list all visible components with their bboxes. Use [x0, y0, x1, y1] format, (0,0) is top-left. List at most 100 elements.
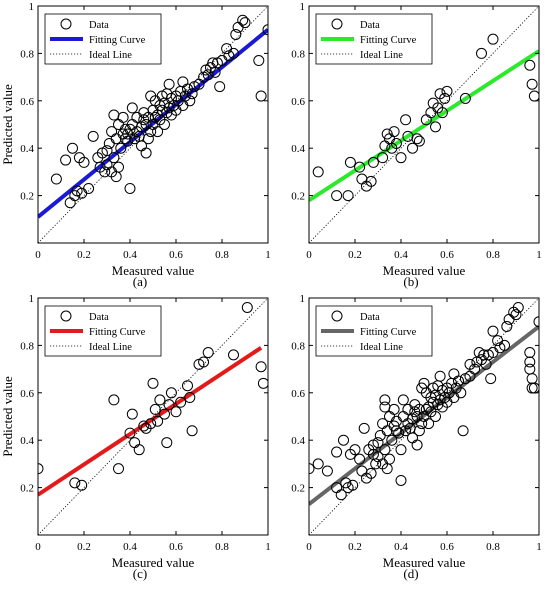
axes-frame: [308, 297, 540, 536]
data-point: [388, 403, 400, 415]
data-point: [379, 394, 391, 406]
data-point: [122, 135, 134, 147]
legend: Data Fitting Curve Ideal Line: [315, 305, 433, 357]
data-point: [108, 394, 120, 406]
data-point: [524, 356, 536, 368]
y-tick-label: 1: [29, 1, 35, 13]
data-point: [175, 396, 187, 408]
data-point: [533, 316, 539, 328]
data-point: [159, 408, 170, 420]
legend-entry: Data: [360, 20, 380, 31]
data-point: [83, 182, 95, 194]
data-point: [370, 458, 382, 470]
data-point: [397, 394, 409, 406]
data-point: [430, 411, 441, 422]
data-point: [526, 78, 538, 90]
axes-frame: [37, 5, 269, 244]
data-point: [388, 126, 400, 138]
axes-frame: [37, 297, 269, 536]
data-point: [349, 444, 361, 456]
x-tick-label: 0.6: [440, 541, 454, 553]
legend-marker-data: [331, 18, 343, 30]
data-point: [485, 373, 497, 385]
data-point: [117, 111, 129, 123]
x-tick-label: 0.2: [77, 249, 91, 261]
data-point: [228, 349, 239, 361]
data-point: [184, 95, 196, 107]
data-point: [390, 425, 402, 437]
data-point: [228, 47, 239, 59]
data-point: [501, 320, 513, 332]
data-point: [379, 444, 391, 456]
data-point: [476, 47, 487, 59]
x-tick-label: 0.8: [486, 541, 500, 553]
data-point: [365, 467, 377, 479]
data-point: [384, 453, 395, 465]
x-tick-label: 0.2: [348, 249, 362, 261]
data-point: [487, 33, 499, 45]
data-point: [163, 78, 175, 90]
data-point: [312, 166, 324, 178]
x-tick-label: 0: [35, 541, 41, 553]
data-point: [152, 415, 164, 427]
data-point: [395, 444, 407, 456]
data-point: [184, 392, 196, 404]
data-point: [101, 145, 113, 157]
x-tick-label: 0.8: [215, 541, 229, 553]
data-point: [344, 156, 356, 168]
y-tick-label: 0.4: [291, 143, 305, 155]
data-point: [331, 446, 343, 458]
data-point: [354, 161, 366, 173]
x-tick-label: 1: [536, 249, 542, 261]
data-point: [528, 382, 539, 394]
y-axis-label: Predicted value: [0, 84, 15, 165]
x-tick-label: 0: [306, 541, 312, 553]
data-point: [455, 387, 467, 399]
data-point: [335, 489, 347, 501]
data-point: [413, 135, 425, 147]
data-point: [469, 363, 481, 375]
data-point: [487, 325, 499, 337]
data-point: [309, 463, 315, 475]
data-point: [241, 301, 253, 313]
y-tick-label: 0.2: [20, 191, 34, 203]
plot-area: [38, 298, 268, 535]
y-axis-label: Predicted value: [0, 376, 15, 457]
y-tick-label: 0.2: [291, 483, 305, 495]
x-tick-label: 1: [265, 541, 271, 553]
legend-entry: Ideal Line: [360, 342, 403, 353]
data-point: [407, 142, 418, 154]
y-tick-label: 0.6: [20, 96, 34, 108]
data-point: [182, 380, 193, 392]
data-point: [115, 142, 127, 154]
y-tick-label: 0.6: [291, 388, 305, 400]
data-point: [257, 377, 268, 389]
panel-2: 0 0.2 0.4 0.6 0.8 1 0.2 0.4 0.6 0.8 1 Measured valu…: [291, 1, 542, 289]
x-tick-label: 0.4: [123, 249, 137, 261]
data-point: [347, 479, 359, 491]
data-point: [524, 347, 536, 359]
data-point: [459, 92, 471, 104]
data-point: [165, 387, 177, 399]
data-point: [145, 418, 157, 430]
data-point: [147, 377, 159, 389]
panel-label: (d): [403, 566, 418, 581]
data-point: [202, 69, 214, 81]
x-tick-label: 0.8: [215, 249, 229, 261]
data-point: [38, 463, 44, 475]
data-point: [230, 28, 242, 40]
data-point: [126, 408, 138, 420]
panel-4: 0 0.2 0.4 0.6 0.8 1 0.2 0.4 0.6 0.8 1 Measured valu…: [291, 293, 542, 581]
legend-entry: Fitting Curve: [89, 35, 146, 46]
y-tick-label: 0.6: [20, 388, 34, 400]
data-point: [124, 182, 136, 194]
legend-entry: Data: [89, 20, 109, 31]
data-point: [441, 85, 453, 97]
x-tick-label: 0.2: [77, 541, 91, 553]
data-point: [416, 418, 428, 430]
data-point: [87, 130, 99, 142]
x-tick-label: 1: [536, 541, 542, 553]
data-point: [400, 114, 412, 126]
x-axis-label: Measured value: [383, 263, 466, 278]
x-tick-label: 0: [306, 249, 312, 261]
